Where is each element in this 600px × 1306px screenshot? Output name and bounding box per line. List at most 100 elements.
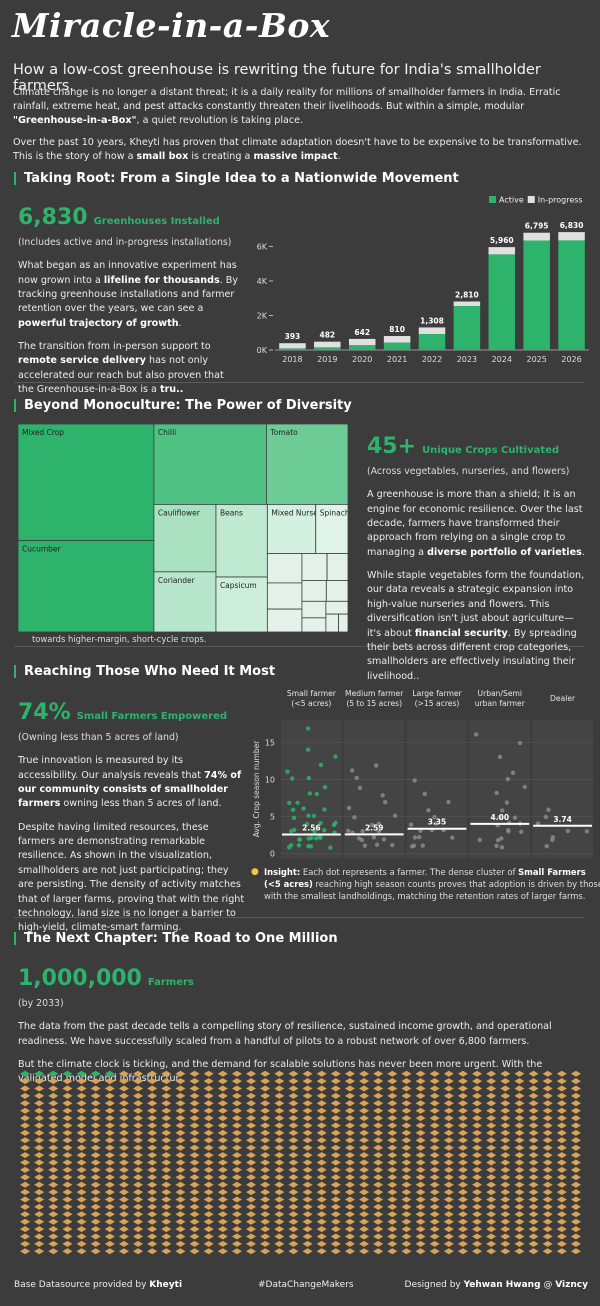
farmer-dot: [333, 754, 338, 759]
goal-icon: [231, 1152, 242, 1159]
median-label: 4.00: [491, 813, 510, 822]
goal-icon: [260, 1196, 271, 1203]
goal-icon: [373, 1129, 384, 1136]
goal-icon: [175, 1218, 186, 1225]
goal-icon: [288, 1107, 299, 1114]
text-run: The data from the past decade tells a co…: [18, 1021, 552, 1047]
goal-icon: [34, 1211, 45, 1218]
goal-icon: [542, 1085, 553, 1092]
goal-icon: [48, 1107, 59, 1114]
goal-icon: [373, 1070, 384, 1077]
goal-icon: [246, 1137, 257, 1144]
goal-icon: [344, 1218, 355, 1225]
goal-icon: [302, 1203, 313, 1210]
stat-note: (by 2033): [18, 998, 64, 1009]
goal-icon: [556, 1129, 567, 1136]
goal-icon: [118, 1144, 129, 1151]
goal-icon: [415, 1196, 426, 1203]
goal-icon: [330, 1203, 341, 1210]
goal-icon: [274, 1129, 285, 1136]
goal-icon: [528, 1159, 539, 1166]
farmer-dot: [550, 837, 555, 843]
goal-icon: [330, 1166, 341, 1173]
farmer-dot: [517, 740, 523, 746]
goal-icon: [359, 1070, 370, 1077]
goal-icon: [429, 1174, 440, 1181]
goal-icon: [542, 1181, 553, 1188]
goal-icon: [104, 1218, 115, 1225]
farmer-dot: [499, 808, 505, 813]
goal-icon: [429, 1159, 440, 1166]
goal-icon: [486, 1174, 497, 1181]
goal-icon: [401, 1203, 412, 1210]
goal-icon: [231, 1189, 242, 1196]
goal-icon: [373, 1203, 384, 1210]
bar-segment: [418, 327, 446, 334]
goal-icon: [330, 1159, 341, 1166]
goal-icon: [472, 1137, 483, 1144]
goal-icon: [528, 1174, 539, 1181]
goal-icon: [203, 1078, 214, 1085]
goal-icon: [161, 1085, 172, 1092]
goal-icon: [316, 1129, 327, 1136]
goal-icon: [133, 1196, 144, 1203]
goal-icon: [246, 1218, 257, 1225]
farmer-dot: [510, 770, 516, 775]
goal-icon: [500, 1189, 511, 1196]
goal-icon: [429, 1226, 440, 1233]
goal-icon: [570, 1070, 581, 1077]
goal-icon: [133, 1211, 144, 1218]
goal-icon: [20, 1166, 31, 1173]
goal-icon: [472, 1226, 483, 1233]
goal-icon: [556, 1070, 567, 1077]
goal-icon: [542, 1233, 553, 1240]
goal-icon: [288, 1189, 299, 1196]
goal-icon: [62, 1174, 73, 1181]
goal-icon: [260, 1144, 271, 1151]
goal-icon: [147, 1211, 158, 1218]
section-heading: Beyond Monoculture: The Power of Diversi…: [14, 399, 352, 412]
goal-icon: [344, 1152, 355, 1159]
goal-icon: [76, 1240, 87, 1247]
farmer-dot: [296, 843, 302, 848]
goal-icon: [443, 1159, 454, 1166]
goal-icon: [429, 1240, 440, 1247]
goal-icon: [443, 1233, 454, 1240]
goal-icon: [288, 1181, 299, 1188]
goal-icon: [34, 1144, 45, 1151]
goal-icon: [246, 1174, 257, 1181]
goal-icon: [542, 1070, 553, 1077]
farmer-dot: [382, 800, 388, 805]
goal-icon: [528, 1085, 539, 1092]
goal-icon: [429, 1122, 440, 1129]
goal-icon: [330, 1226, 341, 1233]
bar-segment: [558, 240, 585, 350]
goal-icon: [62, 1166, 73, 1173]
goal-icon: [387, 1107, 398, 1114]
goal-icon: [48, 1218, 59, 1225]
goal-icon: [528, 1129, 539, 1136]
goal-icon: [429, 1181, 440, 1188]
goal-icon: [570, 1152, 581, 1159]
text-run: has not only accelerated our reach but a…: [18, 355, 224, 396]
goal-icon: [246, 1248, 257, 1255]
goal-icon: [133, 1240, 144, 1247]
goal-icon: [570, 1122, 581, 1129]
goal-icon: [161, 1129, 172, 1136]
goal-icon: [104, 1189, 115, 1196]
goal-icon: [472, 1122, 483, 1129]
goal-icon: [260, 1174, 271, 1181]
goal-icon: [316, 1070, 327, 1077]
goal-icon: [189, 1070, 200, 1077]
paragraph: While staple vegetables form the foundat…: [367, 569, 587, 684]
goal-icon: [570, 1181, 581, 1188]
goal-icon: [387, 1122, 398, 1129]
goal-icon: [147, 1218, 158, 1225]
goal-icon: [330, 1218, 341, 1225]
goal-icon: [401, 1218, 412, 1225]
goal-icon: [316, 1085, 327, 1092]
goal-icon: [542, 1226, 553, 1233]
goal-icon: [231, 1085, 242, 1092]
goal-icon: [387, 1129, 398, 1136]
treemap-cell: [326, 553, 348, 581]
